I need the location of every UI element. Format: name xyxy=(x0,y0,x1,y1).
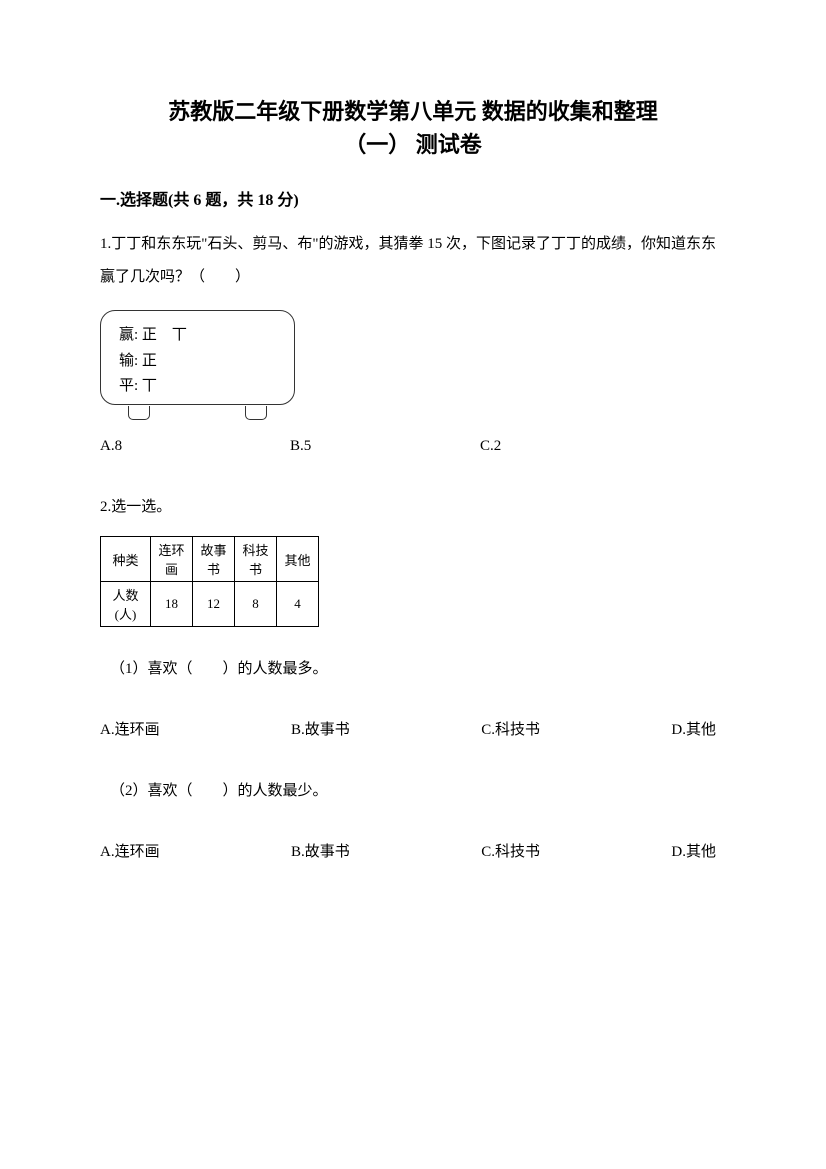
tally-lose-label: 输: xyxy=(119,353,138,369)
q1-option-a: A.8 xyxy=(100,438,290,455)
q2-sub2-text: （2）喜欢（ ）的人数最少。 xyxy=(100,779,726,800)
tally-wheel-right xyxy=(245,406,267,420)
q2-sub2-option-a: A.连环画 xyxy=(100,840,160,861)
tally-frame: 赢: 正 丅 输: 正 平: 丅 xyxy=(100,310,295,405)
table-header-row: 种类 连环画 故事书 科技书 其他 xyxy=(101,537,319,582)
table-val-1: 12 xyxy=(193,582,235,627)
tally-diagram: 赢: 正 丅 输: 正 平: 丅 xyxy=(100,310,295,420)
q2-sub1-option-a: A.连环画 xyxy=(100,718,160,739)
tally-row-win: 赢: 正 丅 xyxy=(119,323,276,349)
tally-row-lose: 输: 正 xyxy=(119,349,276,375)
q2-sub1-options: A.连环画 B.故事书 C.科技书 D.其他 xyxy=(100,718,726,739)
tally-draw-label: 平: xyxy=(119,378,138,394)
page-title: 苏教版二年级下册数学第八单元 数据的收集和整理 （一） 测试卷 xyxy=(100,95,726,161)
q2-sub2-option-b: B.故事书 xyxy=(291,840,350,861)
question-1-options: A.8 B.5 C.2 xyxy=(100,438,726,455)
q2-sub1-option-d: D.其他 xyxy=(671,718,716,739)
q2-sub1-option-c: C.科技书 xyxy=(481,718,540,739)
table-data-row: 人数(人) 18 12 8 4 xyxy=(101,582,319,627)
question-2-text: 2.选一选。 xyxy=(100,495,726,516)
table-val-2: 8 xyxy=(235,582,277,627)
table-val-3: 4 xyxy=(277,582,319,627)
question-1-text: 1.丁丁和东东玩"石头、剪马、布"的游戏，其猜拳 15 次，下图记录了丁丁的成绩… xyxy=(100,228,726,294)
title-line-2: （一） 测试卷 xyxy=(100,128,726,161)
table-header-label: 种类 xyxy=(101,537,151,582)
q2-sub1-option-b: B.故事书 xyxy=(291,718,350,739)
tally-wheel-left xyxy=(128,406,150,420)
tally-win-label: 赢: xyxy=(119,327,138,343)
table-row-label: 人数(人) xyxy=(101,582,151,627)
q1-option-b: B.5 xyxy=(290,438,480,455)
q1-option-c: C.2 xyxy=(480,438,670,455)
table-val-0: 18 xyxy=(151,582,193,627)
table-cat-0: 连环画 xyxy=(151,537,193,582)
q2-sub2-option-d: D.其他 xyxy=(671,840,716,861)
tally-win-marks: 正 丅 xyxy=(142,327,187,343)
q2-sub1-text: （1）喜欢（ ）的人数最多。 xyxy=(100,657,726,678)
q2-sub2-option-c: C.科技书 xyxy=(481,840,540,861)
section-1-header: 一.选择题(共 6 题，共 18 分) xyxy=(100,186,726,210)
tally-row-draw: 平: 丅 xyxy=(119,374,276,400)
q2-sub2-options: A.连环画 B.故事书 C.科技书 D.其他 xyxy=(100,840,726,861)
table-cat-1: 故事书 xyxy=(193,537,235,582)
tally-lose-marks: 正 xyxy=(142,353,157,369)
table-cat-3: 其他 xyxy=(277,537,319,582)
tally-draw-marks: 丅 xyxy=(142,378,157,394)
table-cat-2: 科技书 xyxy=(235,537,277,582)
title-line-1: 苏教版二年级下册数学第八单元 数据的收集和整理 xyxy=(100,95,726,128)
q2-data-table: 种类 连环画 故事书 科技书 其他 人数(人) 18 12 8 4 xyxy=(100,536,319,627)
